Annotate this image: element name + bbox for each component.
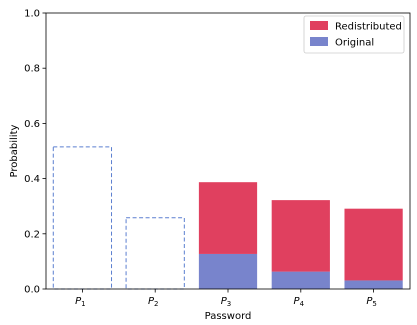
legend: Redistributed Original bbox=[303, 15, 405, 54]
x-tick-label-sub: 3 bbox=[227, 300, 231, 308]
x-tick-label-main: P bbox=[294, 296, 301, 307]
x-tick-label-sub: 5 bbox=[372, 300, 376, 308]
x-tick-label: P2 bbox=[148, 296, 159, 308]
x-tick-label: P3 bbox=[221, 296, 232, 308]
legend-label-original: Original bbox=[335, 38, 374, 49]
y-tick-label: 0.0 bbox=[24, 285, 40, 296]
x-tick-label-sub: 2 bbox=[154, 300, 158, 308]
y-axis: 0.0 0.2 0.4 0.6 0.8 1.0 bbox=[24, 9, 46, 296]
x-tick-label: P1 bbox=[75, 296, 86, 308]
x-tick-label-main: P bbox=[75, 296, 82, 307]
x-axis-label: Password bbox=[205, 311, 252, 322]
y-tick-label: 0.2 bbox=[24, 229, 40, 240]
dashed-outline-bar bbox=[52, 146, 113, 290]
x-tick-label-main: P bbox=[366, 296, 373, 307]
y-tick-label: 0.6 bbox=[24, 119, 40, 130]
legend-swatch-redistributed bbox=[310, 21, 328, 30]
x-tick-label-main: P bbox=[221, 296, 228, 307]
y-tick-label: 1.0 bbox=[24, 9, 40, 20]
x-tick-label: P4 bbox=[294, 296, 305, 308]
dashed-outline-bar bbox=[125, 217, 185, 290]
y-tick-label: 0.8 bbox=[24, 64, 40, 75]
x-tick-label: P5 bbox=[366, 296, 377, 308]
bar-original bbox=[198, 253, 258, 289]
bar-redistributed bbox=[271, 200, 330, 272]
bar-original bbox=[344, 280, 403, 289]
bars-layer bbox=[52, 146, 403, 290]
x-tick-label-main: P bbox=[148, 296, 155, 307]
y-tick-label: 0.4 bbox=[24, 174, 40, 185]
bar-redistributed bbox=[198, 182, 258, 254]
bar-redistributed bbox=[344, 208, 403, 281]
x-tick-label-sub: 1 bbox=[81, 300, 85, 308]
legend-swatch-original bbox=[310, 37, 328, 46]
bar-original bbox=[271, 271, 330, 289]
y-axis-label: Probability bbox=[9, 124, 20, 177]
x-axis: P1 P2 P3 P4 P5 bbox=[75, 289, 377, 308]
x-tick-label-sub: 4 bbox=[300, 300, 305, 308]
legend-label-redistributed: Redistributed bbox=[335, 22, 402, 33]
legend-frame bbox=[303, 15, 405, 54]
